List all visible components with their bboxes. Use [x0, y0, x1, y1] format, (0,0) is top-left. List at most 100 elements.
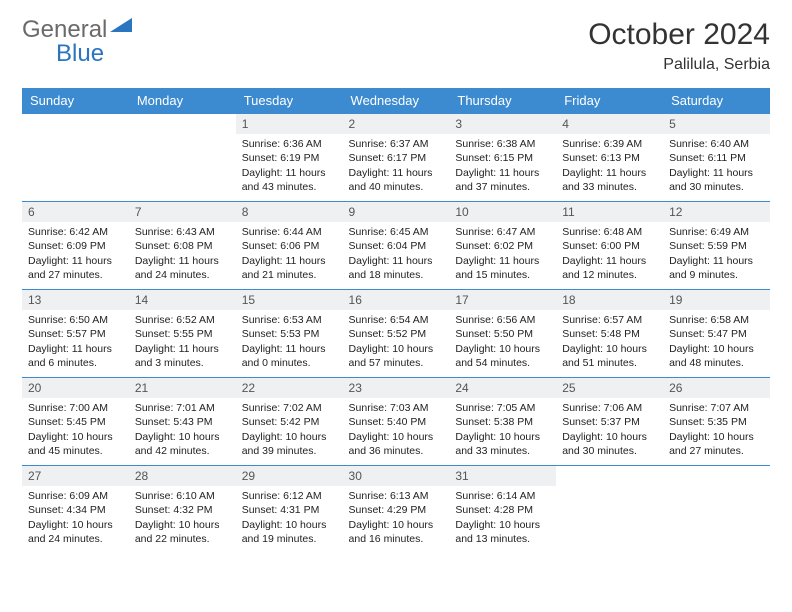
day-details: Sunrise: 6:36 AMSunset: 6:19 PMDaylight:…	[236, 134, 343, 198]
title-block: October 2024 Palilula, Serbia	[588, 18, 770, 74]
day-details: Sunrise: 6:37 AMSunset: 6:17 PMDaylight:…	[343, 134, 450, 198]
day-details: Sunrise: 7:02 AMSunset: 5:42 PMDaylight:…	[236, 398, 343, 462]
calendar-cell-day-9: 9Sunrise: 6:45 AMSunset: 6:04 PMDaylight…	[343, 202, 450, 290]
day-number: 18	[556, 290, 663, 310]
sunrise-line: Sunrise: 6:36 AM	[242, 137, 337, 151]
day-details: Sunrise: 6:44 AMSunset: 6:06 PMDaylight:…	[236, 222, 343, 286]
day-number: 12	[663, 202, 770, 222]
day-details: Sunrise: 6:13 AMSunset: 4:29 PMDaylight:…	[343, 486, 450, 550]
sunrise-line: Sunrise: 6:43 AM	[135, 225, 230, 239]
daylight-line: Daylight: 10 hours and 19 minutes.	[242, 518, 337, 546]
calendar-cell-day-28: 28Sunrise: 6:10 AMSunset: 4:32 PMDayligh…	[129, 466, 236, 554]
sunset-line: Sunset: 4:29 PM	[349, 503, 444, 517]
calendar-cell-day-15: 15Sunrise: 6:53 AMSunset: 5:53 PMDayligh…	[236, 290, 343, 378]
sunrise-line: Sunrise: 6:38 AM	[455, 137, 550, 151]
sunset-line: Sunset: 6:11 PM	[669, 151, 764, 165]
sunset-line: Sunset: 5:45 PM	[28, 415, 123, 429]
sunset-line: Sunset: 6:06 PM	[242, 239, 337, 253]
day-number: 24	[449, 378, 556, 398]
sunset-line: Sunset: 5:59 PM	[669, 239, 764, 253]
calendar-cell-day-20: 20Sunrise: 7:00 AMSunset: 5:45 PMDayligh…	[22, 378, 129, 466]
weekday-sunday: Sunday	[22, 88, 129, 114]
day-details: Sunrise: 7:01 AMSunset: 5:43 PMDaylight:…	[129, 398, 236, 462]
calendar-cell-empty: ..	[22, 114, 129, 202]
sunset-line: Sunset: 5:40 PM	[349, 415, 444, 429]
weekday-saturday: Saturday	[663, 88, 770, 114]
sunrise-line: Sunrise: 7:01 AM	[135, 401, 230, 415]
sunrise-line: Sunrise: 6:45 AM	[349, 225, 444, 239]
day-details: Sunrise: 6:56 AMSunset: 5:50 PMDaylight:…	[449, 310, 556, 374]
sunrise-line: Sunrise: 6:44 AM	[242, 225, 337, 239]
day-number: 20	[22, 378, 129, 398]
daylight-line: Daylight: 10 hours and 16 minutes.	[349, 518, 444, 546]
weekday-row: SundayMondayTuesdayWednesdayThursdayFrid…	[22, 88, 770, 114]
day-details: Sunrise: 6:58 AMSunset: 5:47 PMDaylight:…	[663, 310, 770, 374]
sunset-line: Sunset: 5:38 PM	[455, 415, 550, 429]
logo-word-2: Blue	[56, 40, 104, 67]
day-details: Sunrise: 7:07 AMSunset: 5:35 PMDaylight:…	[663, 398, 770, 462]
day-number: 27	[22, 466, 129, 486]
sunset-line: Sunset: 5:42 PM	[242, 415, 337, 429]
calendar-cell-day-23: 23Sunrise: 7:03 AMSunset: 5:40 PMDayligh…	[343, 378, 450, 466]
daylight-line: Daylight: 10 hours and 48 minutes.	[669, 342, 764, 370]
calendar-cell-day-17: 17Sunrise: 6:56 AMSunset: 5:50 PMDayligh…	[449, 290, 556, 378]
sunset-line: Sunset: 6:13 PM	[562, 151, 657, 165]
calendar-cell-day-16: 16Sunrise: 6:54 AMSunset: 5:52 PMDayligh…	[343, 290, 450, 378]
day-details: Sunrise: 6:39 AMSunset: 6:13 PMDaylight:…	[556, 134, 663, 198]
day-details: Sunrise: 6:53 AMSunset: 5:53 PMDaylight:…	[236, 310, 343, 374]
sunset-line: Sunset: 4:34 PM	[28, 503, 123, 517]
day-number: 26	[663, 378, 770, 398]
day-details: Sunrise: 6:47 AMSunset: 6:02 PMDaylight:…	[449, 222, 556, 286]
calendar-cell-day-12: 12Sunrise: 6:49 AMSunset: 5:59 PMDayligh…	[663, 202, 770, 290]
day-details: Sunrise: 6:09 AMSunset: 4:34 PMDaylight:…	[22, 486, 129, 550]
day-number: 19	[663, 290, 770, 310]
calendar-cell-day-10: 10Sunrise: 6:47 AMSunset: 6:02 PMDayligh…	[449, 202, 556, 290]
day-details: Sunrise: 6:10 AMSunset: 4:32 PMDaylight:…	[129, 486, 236, 550]
calendar-cell-day-5: 5Sunrise: 6:40 AMSunset: 6:11 PMDaylight…	[663, 114, 770, 202]
sunset-line: Sunset: 5:37 PM	[562, 415, 657, 429]
calendar-cell-day-21: 21Sunrise: 7:01 AMSunset: 5:43 PMDayligh…	[129, 378, 236, 466]
sunrise-line: Sunrise: 7:05 AM	[455, 401, 550, 415]
calendar-week-row: ....1Sunrise: 6:36 AMSunset: 6:19 PMDayl…	[22, 114, 770, 202]
sunrise-line: Sunrise: 6:47 AM	[455, 225, 550, 239]
sunrise-line: Sunrise: 6:53 AM	[242, 313, 337, 327]
day-number: 22	[236, 378, 343, 398]
daylight-line: Daylight: 10 hours and 36 minutes.	[349, 430, 444, 458]
calendar-cell-empty: ..	[556, 466, 663, 554]
day-details: Sunrise: 6:57 AMSunset: 5:48 PMDaylight:…	[556, 310, 663, 374]
calendar-week-row: 20Sunrise: 7:00 AMSunset: 5:45 PMDayligh…	[22, 378, 770, 466]
day-number: 6	[22, 202, 129, 222]
day-number: 25	[556, 378, 663, 398]
sunrise-line: Sunrise: 7:03 AM	[349, 401, 444, 415]
sunset-line: Sunset: 5:48 PM	[562, 327, 657, 341]
sunrise-line: Sunrise: 6:13 AM	[349, 489, 444, 503]
daylight-line: Daylight: 10 hours and 51 minutes.	[562, 342, 657, 370]
sunrise-line: Sunrise: 6:37 AM	[349, 137, 444, 151]
daylight-line: Daylight: 11 hours and 24 minutes.	[135, 254, 230, 282]
calendar-cell-day-11: 11Sunrise: 6:48 AMSunset: 6:00 PMDayligh…	[556, 202, 663, 290]
day-number: 28	[129, 466, 236, 486]
day-number: 3	[449, 114, 556, 134]
daylight-line: Daylight: 10 hours and 30 minutes.	[562, 430, 657, 458]
day-number: 13	[22, 290, 129, 310]
calendar-cell-day-3: 3 Sunrise: 6:38 AMSunset: 6:15 PMDaylight…	[449, 114, 556, 202]
sunset-line: Sunset: 5:43 PM	[135, 415, 230, 429]
calendar-cell-empty: ..	[129, 114, 236, 202]
sunrise-line: Sunrise: 6:10 AM	[135, 489, 230, 503]
daylight-line: Daylight: 10 hours and 57 minutes.	[349, 342, 444, 370]
sunset-line: Sunset: 6:08 PM	[135, 239, 230, 253]
calendar-cell-day-1: 1Sunrise: 6:36 AMSunset: 6:19 PMDaylight…	[236, 114, 343, 202]
day-details: Sunrise: 7:06 AMSunset: 5:37 PMDaylight:…	[556, 398, 663, 462]
day-number: 16	[343, 290, 450, 310]
day-details: Sunrise: 7:05 AMSunset: 5:38 PMDaylight:…	[449, 398, 556, 462]
calendar-week-row: 6Sunrise: 6:42 AMSunset: 6:09 PMDaylight…	[22, 202, 770, 290]
daylight-line: Daylight: 11 hours and 30 minutes.	[669, 166, 764, 194]
calendar-cell-day-30: 30Sunrise: 6:13 AMSunset: 4:29 PMDayligh…	[343, 466, 450, 554]
day-details: Sunrise: 6:50 AMSunset: 5:57 PMDaylight:…	[22, 310, 129, 374]
daylight-line: Daylight: 11 hours and 37 minutes.	[455, 166, 550, 194]
sunrise-line: Sunrise: 7:07 AM	[669, 401, 764, 415]
sunset-line: Sunset: 6:09 PM	[28, 239, 123, 253]
sunset-line: Sunset: 5:57 PM	[28, 327, 123, 341]
sunset-line: Sunset: 6:15 PM	[455, 151, 550, 165]
sunset-line: Sunset: 5:47 PM	[669, 327, 764, 341]
